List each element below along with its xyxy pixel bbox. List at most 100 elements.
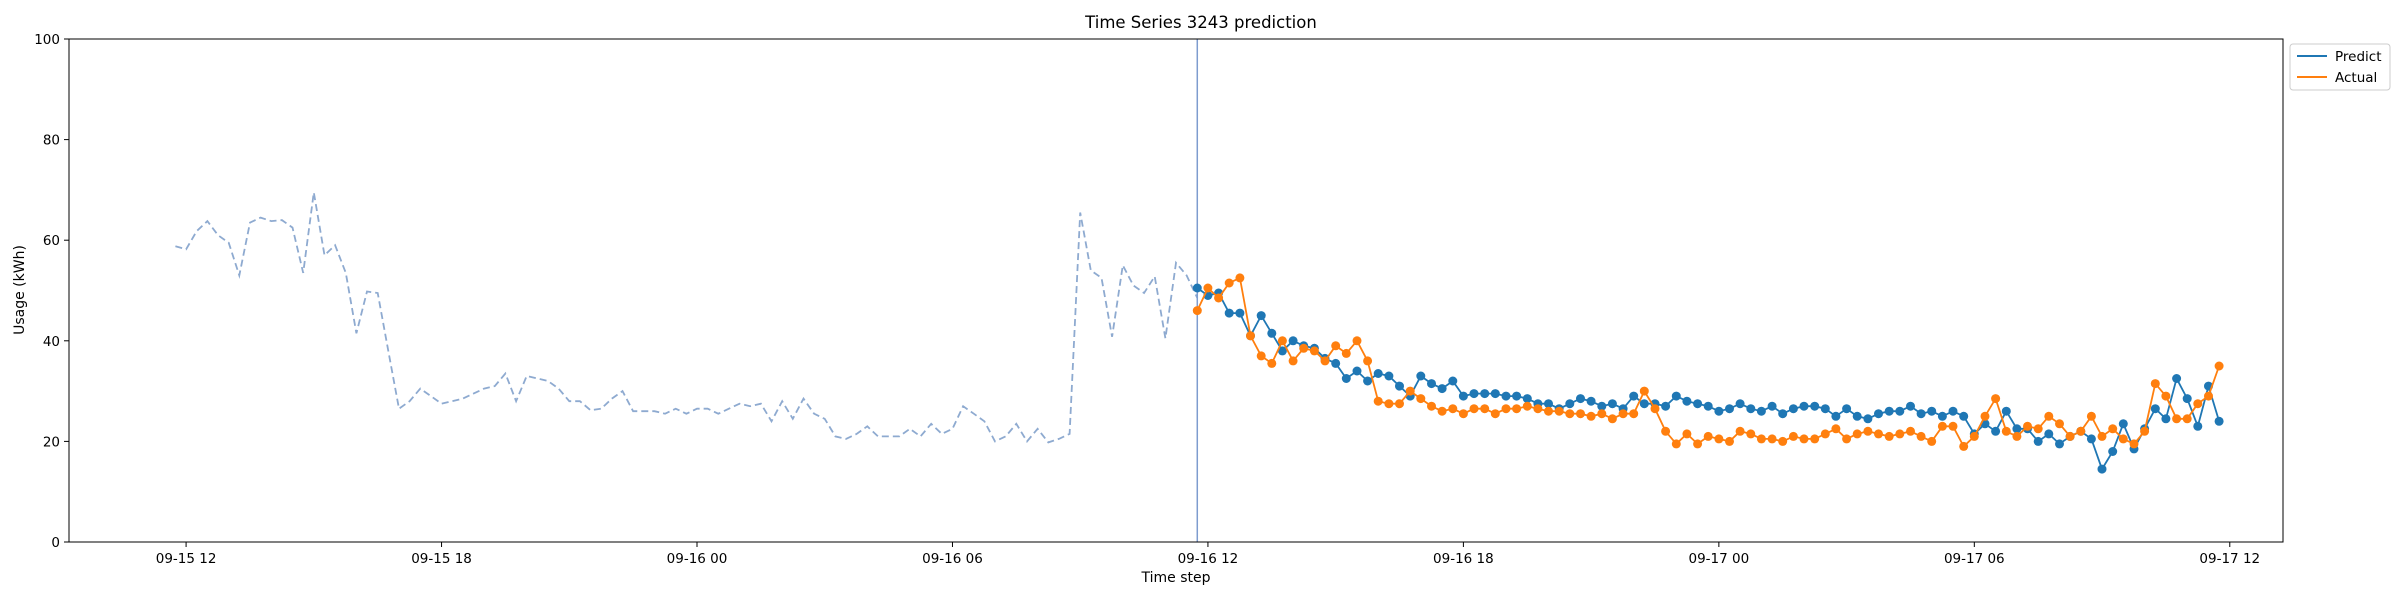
predict-point (1778, 409, 1788, 419)
actual-point (2150, 379, 2160, 389)
predict-point (1948, 406, 1958, 416)
actual-point (1448, 404, 1458, 414)
predict-point (1810, 401, 1820, 411)
predict-point (1661, 401, 1671, 411)
predict-point (1267, 328, 1277, 338)
predict-point (1927, 406, 1937, 416)
actual-point (2055, 419, 2064, 429)
actual-point (1544, 406, 1553, 416)
actual-point (1576, 409, 1585, 419)
predict-point (1235, 308, 1245, 318)
predict-point (1874, 409, 1883, 419)
predict-point (1639, 399, 1649, 409)
actual-point (1703, 431, 1713, 441)
predict-point (1437, 384, 1447, 394)
predict-point (1416, 371, 1426, 381)
actual-point (1458, 409, 1468, 419)
predict-point (1863, 414, 1873, 424)
predict-point (1735, 399, 1745, 409)
history-line (175, 192, 1199, 444)
predict-point (1820, 404, 1830, 414)
predict-point (1427, 379, 1436, 389)
x-axis-label: Time step (1141, 570, 1211, 586)
plot-area (175, 39, 2224, 542)
actual-point (1799, 434, 1809, 444)
actual-point (1671, 439, 1681, 449)
predict-point (1756, 406, 1766, 416)
predict-point (2193, 421, 2203, 431)
actual-point (1831, 424, 1841, 434)
predict-point (1490, 389, 1500, 399)
actual-point (2129, 439, 2139, 449)
predict-point (2118, 419, 2128, 429)
actual-point (1490, 409, 1500, 419)
predict-point (1884, 406, 1894, 416)
actual-point (1969, 431, 1979, 441)
actual-point (1852, 429, 1862, 439)
predict-point (1906, 401, 1915, 411)
axes: 0 20 40 60 80 100 09-15 12 09-15 18 09-16 00 09-1… (34, 32, 2260, 567)
predict-point (1788, 404, 1798, 414)
predict-point (2150, 404, 2160, 414)
predict-point (1746, 404, 1756, 414)
predict-point (1373, 369, 1383, 378)
x-tick-label: 09-17 06 (1944, 551, 2005, 567)
plot-frame (68, 38, 2284, 543)
actual-point (1863, 426, 1873, 436)
predict-point (1224, 308, 1234, 318)
actual-point (1810, 434, 1820, 444)
actual-point (1299, 343, 1309, 353)
actual-point (1916, 431, 1926, 441)
actual-point (1927, 436, 1937, 446)
x-tick-label: 09-15 18 (411, 551, 472, 567)
actual-point (1842, 434, 1852, 444)
predict-point (1895, 406, 1905, 416)
actual-point (1437, 406, 1447, 416)
predict-point (1831, 411, 1841, 421)
x-tick-label: 09-15 12 (156, 551, 217, 567)
predict-point (1480, 389, 1490, 399)
actual-point (1214, 293, 1224, 303)
actual-point (1277, 336, 1287, 346)
y-tick-label: 60 (43, 233, 60, 249)
actual-point (1607, 414, 1617, 424)
predict-point (1714, 406, 1724, 416)
actual-point (1395, 399, 1404, 409)
actual-point (1235, 273, 1245, 283)
predict-point (2044, 429, 2054, 439)
actual-point (1906, 426, 1915, 436)
actual-point (1735, 426, 1745, 436)
actual-point (1725, 436, 1734, 446)
actual-point (1288, 356, 1298, 366)
actual-point (1501, 404, 1511, 414)
actual-point (1331, 341, 1341, 351)
predict-point (1693, 399, 1703, 409)
predict-point (1916, 409, 1926, 419)
actual-point (1203, 283, 1213, 293)
actual-point (1309, 346, 1319, 356)
predict-point (1384, 371, 1394, 381)
actual-point (2204, 391, 2213, 401)
actual-point (1373, 396, 1383, 406)
actual-point (1341, 348, 1351, 358)
predict-point (1501, 391, 1511, 401)
actual-point (1320, 356, 1330, 366)
actual-point (1778, 436, 1788, 446)
actual-point (2065, 431, 2075, 441)
actual-point (2118, 434, 2128, 444)
predict-point (1288, 336, 1298, 346)
legend-actual-label: Actual (2335, 70, 2377, 86)
actual-point (1991, 394, 2001, 404)
predict-point (2055, 439, 2064, 449)
predict-point (2001, 406, 2011, 416)
actual-point (1639, 386, 1649, 396)
x-tick-label: 09-16 00 (667, 551, 728, 567)
actual-point (1693, 439, 1703, 449)
predict-point (1842, 404, 1852, 414)
actual-point (1948, 421, 1958, 431)
actual-point (1256, 351, 1266, 361)
actual-point (1586, 411, 1596, 421)
predict-point (1192, 283, 1202, 293)
y-tick-label: 20 (43, 434, 60, 450)
